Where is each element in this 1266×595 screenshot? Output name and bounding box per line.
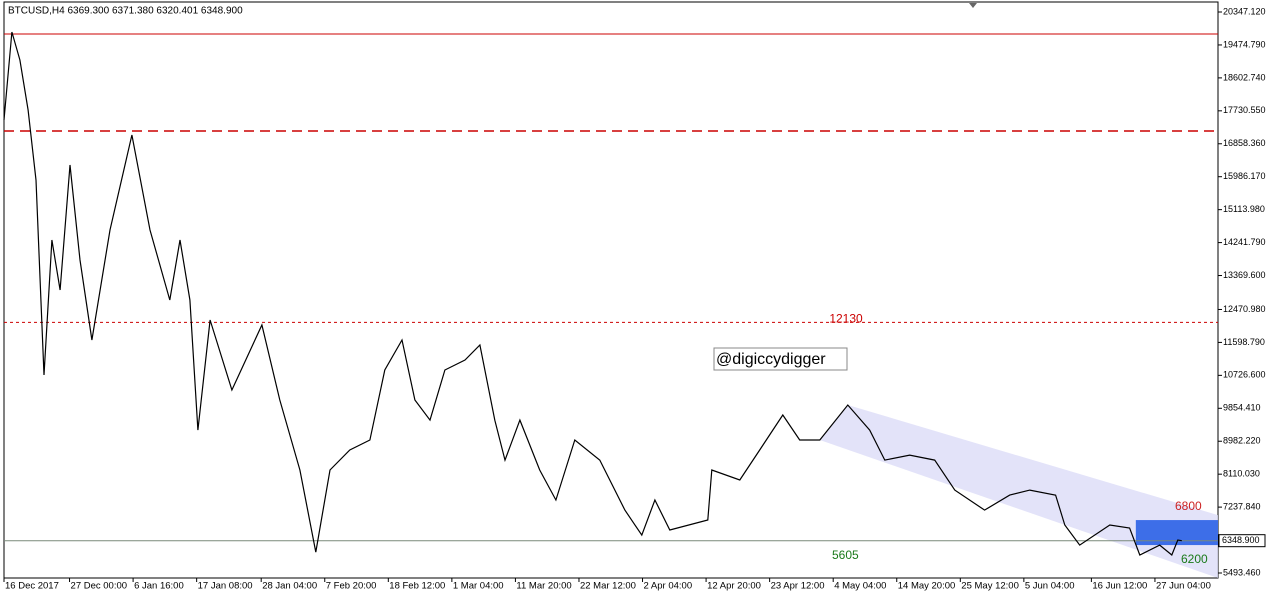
y-tick-label: 8110.030 <box>1223 469 1260 479</box>
x-tick-label: 28 Jan 04:00 <box>262 581 317 592</box>
y-tick-label: 8982.220 <box>1223 436 1261 446</box>
x-tick-label: 17 Jan 08:00 <box>198 581 253 592</box>
y-tick-label: 17730.550 <box>1223 105 1266 115</box>
plot-frame <box>3 1 1219 579</box>
x-tick-label: 23 Apr 12:00 <box>771 581 825 592</box>
y-tick-label: 19474.790 <box>1223 39 1266 49</box>
scroll-marker <box>969 3 977 8</box>
y-tick-label: 14241.790 <box>1223 237 1266 247</box>
watermark: @digiccydigger <box>716 351 826 368</box>
last-price-box <box>1218 534 1266 548</box>
x-tick-label: 27 Jun 04:00 <box>1156 581 1211 592</box>
x-tick-label: 12 Apr 20:00 <box>707 581 761 592</box>
y-tick-label: 12470.980 <box>1223 304 1266 314</box>
x-tick-label: 4 May 04:00 <box>834 581 886 592</box>
level-label: 12130 <box>829 312 863 326</box>
y-tick-label: 9854.410 <box>1223 403 1261 413</box>
x-tick-label: 27 Dec 00:00 <box>71 581 128 592</box>
x-tick-label: 5 Jun 04:00 <box>1025 581 1075 592</box>
trend-channel <box>819 405 1218 579</box>
support-label: 5605 <box>832 548 859 562</box>
x-tick-label: 14 May 20:00 <box>898 581 956 592</box>
x-tick-label: 2 Apr 04:00 <box>644 581 693 592</box>
plot-area <box>3 31 1218 579</box>
y-tick-label: 18602.740 <box>1223 72 1266 82</box>
x-tick-label: 18 Feb 12:00 <box>389 581 445 592</box>
y-tick-label: 15113.980 <box>1223 204 1265 214</box>
x-tick-label: 22 Mar 12:00 <box>580 581 636 592</box>
y-tick-label: 5493.460 <box>1223 567 1261 577</box>
y-tick-label: 16858.360 <box>1223 138 1266 148</box>
x-tick-label: 16 Jun 12:00 <box>1092 581 1147 592</box>
x-tick-label: 16 Dec 2017 <box>5 581 59 592</box>
chart-title: BTCUSD,H4 6369.300 6371.380 6320.401 634… <box>8 6 243 17</box>
y-tick-label: 20347.120 <box>1223 6 1266 16</box>
last-price-label: 6348.900 <box>1222 535 1260 545</box>
x-tick-label: 25 May 12:00 <box>961 581 1019 592</box>
x-tick-label: 7 Feb 20:00 <box>326 581 377 592</box>
zone-high-label: 6800 <box>1175 499 1202 513</box>
watermark-box <box>713 347 848 371</box>
y-tick-label: 11598.790 <box>1223 337 1265 347</box>
y-tick-label: 15986.170 <box>1223 171 1266 181</box>
zone-low-label: 6200 <box>1181 552 1208 566</box>
y-tick-label: 10726.600 <box>1223 370 1266 380</box>
x-tick-label: 1 Mar 04:00 <box>453 581 504 592</box>
y-tick-label: 13369.600 <box>1223 270 1266 280</box>
x-tick-label: 11 Mar 20:00 <box>516 581 571 592</box>
x-tick-label: 6 Jan 16:00 <box>134 581 184 592</box>
y-tick-label: 7237.840 <box>1223 501 1261 511</box>
price-line <box>3 31 1182 556</box>
